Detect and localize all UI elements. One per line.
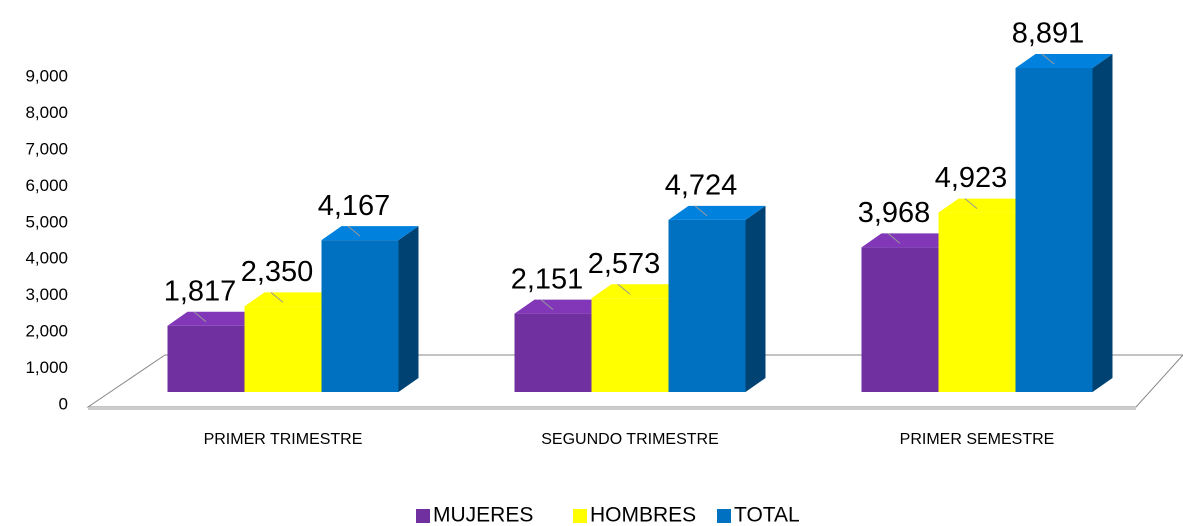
- bar-front: [167, 325, 245, 392]
- value-label: 2,573: [588, 248, 661, 280]
- leader-line: [347, 225, 361, 237]
- bar-side: [398, 226, 419, 392]
- bar-front: [591, 298, 669, 392]
- y-tick-label: 1,000: [25, 358, 68, 377]
- y-tick-label: 7,000: [25, 139, 68, 158]
- bar-top: [861, 233, 959, 248]
- value-label: 3,968: [858, 197, 931, 229]
- leader-line: [617, 283, 631, 295]
- bar-front: [938, 212, 1016, 392]
- x-tick-label: PRIMER TRIMESTRE: [204, 431, 363, 448]
- bar-front: [321, 240, 399, 392]
- leader-line: [540, 299, 554, 310]
- legend-swatch: [573, 509, 587, 523]
- bar-side: [745, 205, 766, 392]
- bar-top: [244, 292, 342, 307]
- value-label: 1,817: [164, 275, 237, 307]
- y-tick-label: 0: [59, 394, 68, 413]
- y-tick-label: 8,000: [25, 103, 68, 122]
- legend-label: TOTAL: [734, 504, 800, 526]
- bar-front: [514, 313, 592, 392]
- value-label: 2,151: [511, 263, 584, 295]
- bar-top: [591, 284, 689, 299]
- bar-front: [1015, 67, 1093, 392]
- y-tick-label: 4,000: [25, 249, 68, 268]
- y-tick-label: 2,000: [25, 322, 68, 341]
- bar-top: [1015, 53, 1113, 68]
- bar-top: [514, 299, 612, 314]
- legend-swatch: [416, 509, 430, 523]
- y-tick-label: 3,000: [25, 285, 68, 304]
- value-label: 8,891: [1012, 18, 1085, 50]
- leader-line: [887, 233, 901, 244]
- legend-label: MUJERES: [433, 504, 533, 526]
- leader-line: [193, 311, 207, 323]
- bar-front: [668, 219, 746, 392]
- floor-edge: [88, 407, 1136, 410]
- leader-line: [270, 291, 284, 303]
- bar-top: [668, 205, 766, 220]
- y-tick-label: 5,000: [25, 212, 68, 231]
- value-label: 2,350: [241, 256, 314, 288]
- bar-front: [244, 306, 322, 392]
- bar-side: [1092, 53, 1113, 392]
- bar: [668, 205, 766, 392]
- bar-front: [861, 247, 939, 392]
- bar: [1015, 53, 1113, 392]
- leader-line: [964, 198, 978, 209]
- x-tick-label: PRIMER SEMESTRE: [900, 431, 1055, 448]
- x-tick-label: SEGUNDO TRIMESTRE: [541, 431, 719, 448]
- leader-line: [694, 205, 708, 217]
- bar-top: [167, 311, 265, 326]
- y-tick-label: 6,000: [25, 176, 68, 195]
- bar-top: [938, 198, 1036, 213]
- y-tick-label: 9,000: [25, 66, 68, 85]
- value-label: 4,923: [935, 162, 1008, 194]
- legend-swatch: [717, 509, 731, 523]
- value-label: 4,167: [318, 190, 391, 222]
- value-label: 4,724: [665, 169, 738, 201]
- leader-line: [1041, 53, 1055, 65]
- bar-top: [321, 226, 419, 241]
- legend-label: HOMBRES: [590, 504, 696, 526]
- bar: [321, 226, 419, 392]
